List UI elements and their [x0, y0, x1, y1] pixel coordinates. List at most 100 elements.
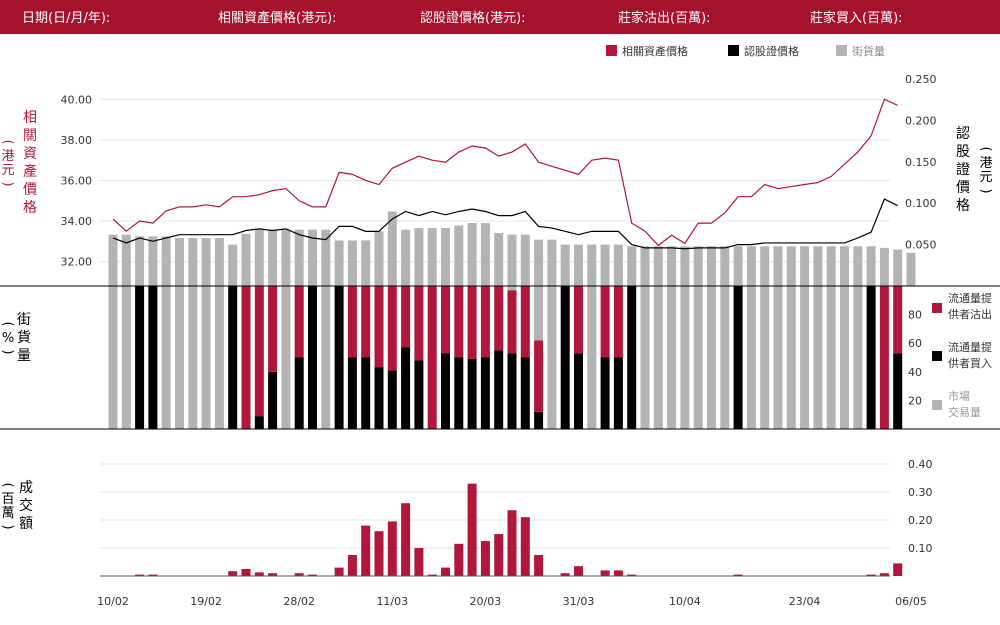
x-tick-0: 10/02	[97, 595, 129, 608]
p1-left-tick-2: 36.00	[61, 174, 93, 187]
p1-outstanding-bar-4	[161, 236, 171, 286]
p2-market-bar-1	[121, 286, 131, 429]
p3-turnover-bar-21	[387, 521, 397, 576]
p2-tick-0: 20	[908, 394, 922, 407]
p1-outstanding-bar-11	[254, 229, 264, 286]
p1-outstanding-bar-54	[826, 246, 836, 286]
p1-outstanding-bar-18	[347, 240, 357, 286]
p2-market-bar-54	[826, 286, 836, 429]
p2-market-bar-53	[813, 286, 823, 429]
x-tick-1: 19/02	[190, 595, 222, 608]
panel1-legend: 相關資產價格 認股證價格 街貨量	[606, 44, 885, 58]
lines-layer	[112, 98, 898, 250]
p1-left-axis-title-char-5: 格	[23, 200, 37, 216]
p1-left-axis-title-char-3: 產	[23, 163, 37, 180]
p2-lp-sell-bar-30	[507, 290, 517, 354]
p2-tick-3: 80	[908, 309, 922, 322]
p2-axis-title-unit-0: (	[0, 321, 15, 326]
p3-axis-title-char-0: 成	[19, 480, 33, 496]
p3-turnover-bar-32	[534, 555, 544, 576]
legend-underlying-label: 相關資產價格	[622, 44, 688, 58]
p1-left-axis-title-char-1: 關	[23, 128, 37, 144]
p1-outstanding-bar-53	[813, 246, 823, 286]
legend-market-swatch	[932, 400, 942, 410]
p1-outstanding-bar-43	[680, 246, 690, 286]
p2-lp-buy-bar-32	[534, 411, 544, 429]
p2-market-bar-4	[161, 286, 171, 429]
p1-right-axis-title-unit-0: (	[978, 146, 993, 151]
p3-tick-2: 0.30	[908, 486, 933, 499]
legend-underlying-swatch	[606, 45, 617, 56]
p2-lp-buy-bar-2	[135, 286, 145, 429]
p3-turnover-bar-2	[135, 574, 145, 576]
legend-market-line1: 市場	[948, 389, 970, 403]
p3-turnover-bar-27	[467, 483, 477, 576]
p1-outstanding-bar-32	[534, 239, 544, 286]
p1-outstanding-bar-48	[746, 246, 756, 286]
p3-turnover-bar-58	[879, 573, 889, 576]
p1-underlying-line	[112, 98, 898, 247]
p1-outstanding-bar-47	[733, 246, 743, 286]
p1-right-axis-title-unit-3: )	[978, 188, 993, 193]
p3-axis-title-unit-0: (	[0, 482, 15, 487]
p2-market-bar-43	[680, 286, 690, 429]
p1-outstanding-bar-41	[653, 246, 663, 286]
p1-left-axis-title-unit-0: (	[0, 139, 15, 144]
p1-right-tick-4: 0.250	[905, 73, 937, 86]
p2-axis-title-unit-2: )	[0, 349, 15, 354]
p2-market-bar-33	[547, 286, 557, 429]
p3-turnover-bar-29	[494, 534, 504, 576]
p3-turnover-bar-11	[254, 572, 264, 576]
p1-right-tick-3: 0.200	[905, 114, 937, 127]
p2-market-bar-41	[653, 286, 663, 429]
p2-lp-sell-bar-24	[427, 286, 437, 429]
p2-axis-title-unit-1: %	[2, 331, 14, 346]
p1-left-axis-title-unit-3: )	[0, 181, 15, 186]
p2-lp-buy-bar-34	[560, 286, 570, 429]
p1-left-tick-0: 32.00	[61, 256, 93, 269]
p1-right-axis-title-unit-1: 港	[979, 156, 992, 171]
p1-outstanding-bar-37	[600, 244, 610, 286]
legend-lp-buy-line1: 流通量提	[948, 340, 992, 354]
p1-outstanding-bar-42	[667, 246, 677, 286]
p1-outstanding-bar-56	[853, 246, 863, 286]
label-layer: 32.00 34.00 36.00 38.00 40.00 0.050 0.100 0.150…	[0, 73, 993, 608]
p1-right-tick-1: 0.100	[905, 197, 937, 210]
p1-outstanding-bar-19	[361, 240, 371, 286]
p1-outstanding-bar-36	[587, 244, 597, 286]
p1-outstanding-bar-40	[640, 246, 650, 286]
p1-outstanding-bar-51	[786, 246, 796, 286]
p1-outstanding-bar-8	[214, 237, 224, 286]
header-date-label: 日期(日/月/年):	[22, 11, 110, 26]
p2-lp-buy-bar-47	[733, 286, 743, 429]
p2-lp-sell-bar-35	[574, 286, 583, 354]
p2-market-bar-51	[786, 286, 796, 429]
p3-turnover-bar-19	[361, 525, 371, 576]
p2-lp-buy-bar-19	[361, 357, 371, 429]
p2-lp-buy-bar-39	[627, 286, 637, 429]
p2-lp-sell-bar-18	[347, 286, 357, 358]
p1-left-axis-title-char-0: 相	[23, 110, 37, 126]
p2-lp-buy-bar-57	[866, 286, 876, 429]
p1-right-axis-title-char-3: 價	[956, 179, 970, 196]
p1-outstanding-bar-49	[760, 246, 770, 286]
p3-axis-title-char-1: 交	[19, 497, 33, 514]
p2-lp-buy-bar-31	[520, 357, 530, 429]
p2-lp-buy-bar-20	[374, 367, 384, 429]
p3-turnover-bar-17	[334, 567, 344, 576]
p3-turnover-bar-9	[228, 571, 238, 576]
p3-turnover-bar-14	[294, 573, 304, 576]
p1-left-axis-title-char-2: 資	[23, 146, 37, 162]
p2-lp-sell-bar-14	[294, 286, 304, 358]
p3-turnover-bar-35	[574, 566, 583, 576]
p2-lp-sell-bar-21	[387, 286, 397, 371]
p1-right-tick-2: 0.150	[905, 156, 937, 169]
p1-outstanding-bar-15	[308, 229, 317, 286]
p3-turnover-bar-24	[427, 574, 437, 576]
p2-market-bar-44	[693, 286, 703, 429]
p2-market-bar-7	[201, 286, 211, 429]
p2-market-bar-55	[840, 286, 849, 429]
p2-axis-title-char-0: 街	[17, 312, 31, 328]
header-bar	[0, 0, 1000, 34]
p1-outstanding-bar-9	[228, 244, 238, 286]
